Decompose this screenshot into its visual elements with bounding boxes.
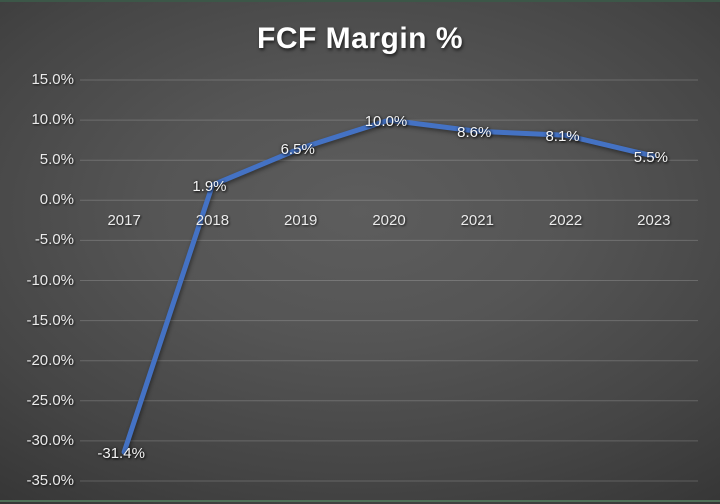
- data-label: 8.1%: [545, 128, 580, 146]
- x-axis-label: 2019: [284, 212, 318, 230]
- x-axis-label: 2020: [372, 212, 406, 230]
- y-axis-tick-label: -35.0%: [26, 472, 74, 489]
- x-axis-label: 2021: [460, 212, 494, 230]
- y-axis-tick-label: -25.0%: [26, 391, 74, 409]
- slide-top-border: [0, 0, 720, 2]
- data-label: -31.4%: [97, 445, 145, 463]
- y-axis-tick-label: 15.0%: [31, 71, 74, 88]
- y-axis-tick-label: -5.0%: [34, 231, 74, 249]
- data-label: 1.9%: [192, 178, 227, 196]
- fcf-margin-line: [121, 117, 657, 455]
- chart-title: FCF Margin %: [257, 22, 463, 55]
- y-axis-tick-label: 10.0%: [31, 111, 74, 129]
- data-label: 5.5%: [633, 149, 668, 167]
- y-axis-tick-label: -10.0%: [26, 271, 74, 289]
- y-axis-tick-label: -15.0%: [26, 311, 74, 329]
- data-label: 6.5%: [280, 141, 315, 159]
- x-axis-label: 2023: [637, 212, 671, 230]
- data-label: 10.0%: [364, 113, 408, 131]
- y-axis-tick-label: -30.0%: [26, 431, 74, 449]
- y-axis-tick-label: 0.0%: [39, 191, 74, 209]
- x-axis-label: 2022: [548, 212, 583, 230]
- y-axis-tick-label: 5.0%: [39, 151, 74, 169]
- x-axis-label: 2017: [107, 212, 141, 230]
- x-axis-label: 2018: [195, 212, 230, 230]
- data-label: 8.6%: [457, 124, 492, 142]
- y-axis-tick-label: -20.0%: [26, 351, 74, 369]
- slide-bottom-border: [0, 500, 720, 502]
